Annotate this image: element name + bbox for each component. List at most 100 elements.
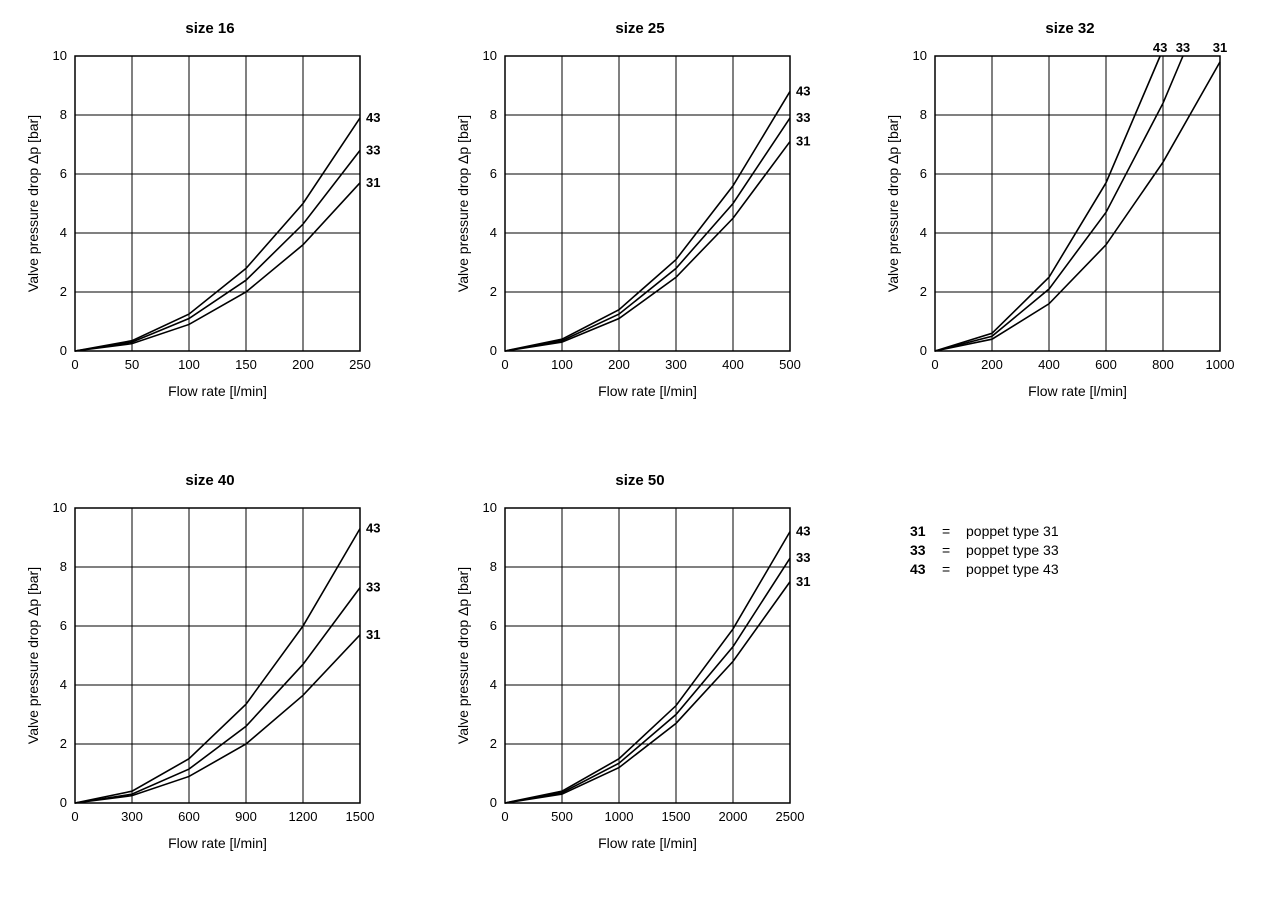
svg-text:31: 31 [796,574,810,589]
svg-text:31: 31 [366,627,380,642]
svg-text:6: 6 [920,166,927,181]
svg-text:33: 33 [366,142,380,157]
svg-text:43: 43 [366,110,380,125]
legend-eq: = [942,522,958,541]
svg-text:4: 4 [60,225,67,240]
svg-text:Flow rate [l/min]: Flow rate [l/min] [168,383,267,399]
svg-text:0: 0 [920,343,927,358]
legend-eq: = [942,560,958,579]
chart-svg-25: 01002003004005000246810Flow rate [l/min]… [450,41,830,411]
chart-size-25: size 25 01002003004005000246810Flow rate… [450,20,830,432]
svg-text:500: 500 [779,357,801,372]
svg-text:8: 8 [60,107,67,122]
svg-text:Flow rate [l/min]: Flow rate [l/min] [598,835,697,851]
svg-text:10: 10 [483,48,497,63]
svg-text:800: 800 [1152,357,1174,372]
svg-text:Valve pressure drop Δp [bar]: Valve pressure drop Δp [bar] [25,567,41,744]
svg-text:500: 500 [551,809,573,824]
svg-text:2: 2 [920,284,927,299]
svg-text:33: 33 [366,580,380,595]
svg-text:1500: 1500 [346,809,375,824]
svg-text:4: 4 [60,677,67,692]
svg-text:8: 8 [920,107,927,122]
legend-desc: poppet type 33 [966,541,1059,560]
svg-text:Valve pressure drop Δp [bar]: Valve pressure drop Δp [bar] [25,115,41,292]
svg-text:8: 8 [60,559,67,574]
svg-text:4: 4 [920,225,927,240]
svg-text:150: 150 [235,357,257,372]
svg-text:10: 10 [913,48,927,63]
svg-text:2000: 2000 [719,809,748,824]
svg-text:2500: 2500 [776,809,805,824]
chart-title: size 32 [880,20,1260,37]
svg-text:33: 33 [796,550,810,565]
svg-text:400: 400 [722,357,744,372]
chart-svg-40: 0300600900120015000246810Flow rate [l/mi… [20,493,400,863]
svg-text:300: 300 [121,809,143,824]
legend-eq: = [942,541,958,560]
svg-text:8: 8 [490,559,497,574]
svg-text:10: 10 [53,48,67,63]
svg-text:Flow rate [l/min]: Flow rate [l/min] [168,835,267,851]
svg-text:6: 6 [60,166,67,181]
svg-text:100: 100 [551,357,573,372]
svg-text:33: 33 [796,110,810,125]
svg-text:0: 0 [71,357,78,372]
svg-text:0: 0 [501,357,508,372]
svg-text:1000: 1000 [605,809,634,824]
chart-size-16: size 16 0501001502002500246810Flow rate … [20,20,400,432]
svg-text:2: 2 [490,284,497,299]
svg-text:2: 2 [60,736,67,751]
svg-text:100: 100 [178,357,200,372]
svg-text:43: 43 [366,521,380,536]
svg-text:4: 4 [490,677,497,692]
chart-svg-50: 050010001500200025000246810Flow rate [l/… [450,493,830,863]
svg-text:1200: 1200 [289,809,318,824]
chart-size-32: size 32 020040060080010000246810Flow rat… [880,20,1260,432]
svg-text:1000: 1000 [1206,357,1235,372]
legend-row-43: 43 = poppet type 43 [910,560,1260,579]
chart-grid: size 16 0501001502002500246810Flow rate … [20,20,1258,884]
svg-text:6: 6 [490,618,497,633]
chart-title: size 50 [450,472,830,489]
svg-text:300: 300 [665,357,687,372]
chart-title: size 25 [450,20,830,37]
svg-text:0: 0 [490,795,497,810]
svg-text:4: 4 [490,225,497,240]
svg-text:600: 600 [178,809,200,824]
legend-row-31: 31 = poppet type 31 [910,522,1260,541]
svg-text:0: 0 [60,795,67,810]
legend-desc: poppet type 43 [966,560,1059,579]
svg-text:600: 600 [1095,357,1117,372]
svg-text:33: 33 [1176,41,1190,55]
svg-text:200: 200 [981,357,1003,372]
svg-text:900: 900 [235,809,257,824]
legend: 31 = poppet type 31 33 = poppet type 33 … [880,472,1260,884]
svg-text:1500: 1500 [662,809,691,824]
svg-text:10: 10 [53,500,67,515]
svg-text:43: 43 [796,83,810,98]
svg-text:Flow rate [l/min]: Flow rate [l/min] [598,383,697,399]
svg-text:400: 400 [1038,357,1060,372]
legend-row-33: 33 = poppet type 33 [910,541,1260,560]
chart-size-50: size 50 050010001500200025000246810Flow … [450,472,830,884]
svg-text:10: 10 [483,500,497,515]
legend-key: 31 [910,522,934,541]
chart-title: size 16 [20,20,400,37]
svg-text:2: 2 [60,284,67,299]
svg-text:200: 200 [292,357,314,372]
svg-text:Valve pressure drop Δp [bar]: Valve pressure drop Δp [bar] [455,115,471,292]
svg-text:0: 0 [71,809,78,824]
svg-text:50: 50 [125,357,139,372]
svg-text:250: 250 [349,357,371,372]
chart-svg-32: 020040060080010000246810Flow rate [l/min… [880,41,1260,411]
svg-text:31: 31 [366,175,380,190]
chart-svg-16: 0501001502002500246810Flow rate [l/min]V… [20,41,400,411]
chart-size-40: size 40 0300600900120015000246810Flow ra… [20,472,400,884]
svg-text:6: 6 [490,166,497,181]
svg-text:31: 31 [796,134,810,149]
svg-text:Valve pressure drop Δp [bar]: Valve pressure drop Δp [bar] [885,115,901,292]
legend-key: 43 [910,560,934,579]
chart-title: size 40 [20,472,400,489]
legend-desc: poppet type 31 [966,522,1059,541]
